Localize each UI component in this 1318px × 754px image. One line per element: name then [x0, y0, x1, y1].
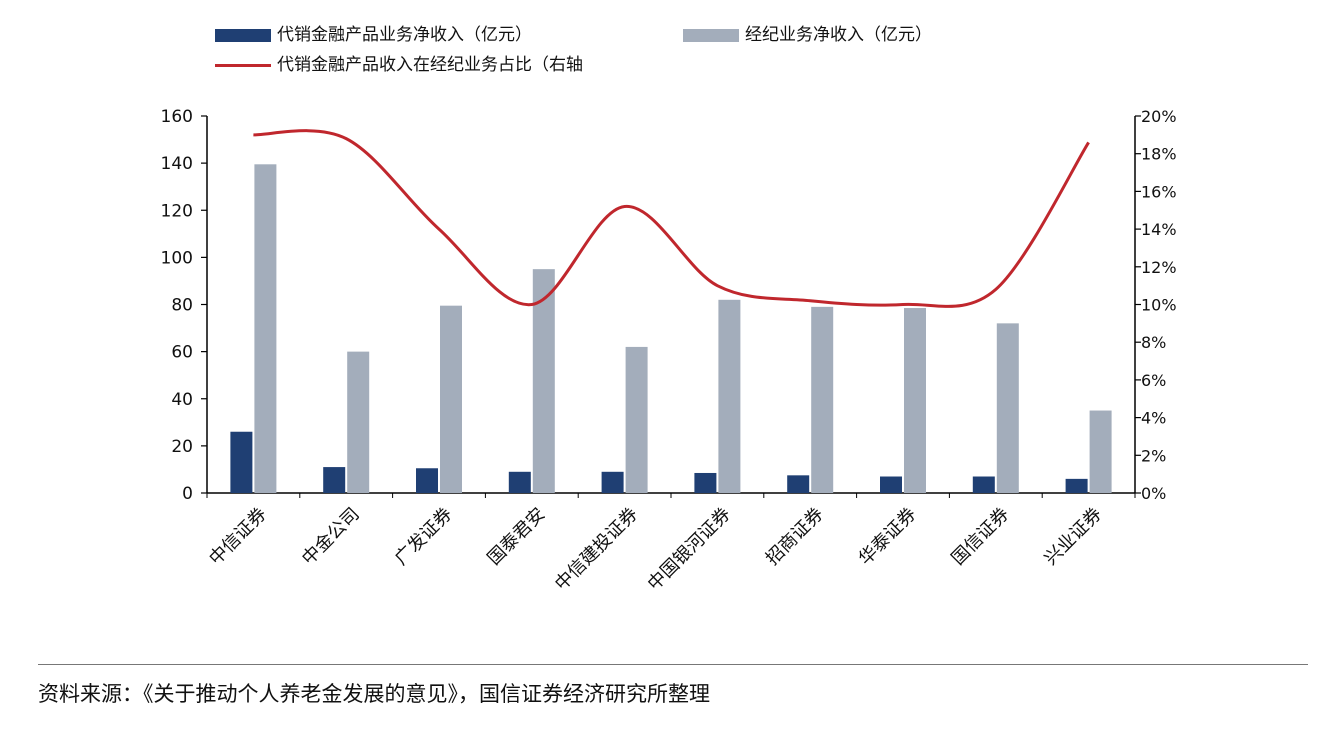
left-tick-label: 40 — [171, 390, 193, 410]
x-tick-label: 国泰君安 — [484, 504, 550, 570]
bar-agency-income — [787, 475, 810, 493]
bar-brokerage-income — [625, 346, 648, 493]
legend-swatch-agency — [215, 28, 271, 42]
bar-agency-income — [1065, 478, 1088, 493]
source-divider — [38, 664, 1308, 665]
right-tick-label: 14% — [1141, 220, 1177, 239]
bar-brokerage-income — [996, 323, 1019, 493]
bar-agency-income — [972, 476, 995, 493]
x-tick-label: 国信证券 — [948, 504, 1014, 570]
x-tick-label: 中信建投证券 — [551, 504, 642, 595]
bar-agency-income — [880, 476, 902, 493]
bar-brokerage-income — [532, 269, 555, 493]
left-tick-label: 20 — [171, 437, 193, 457]
left-tick-label: 0 — [182, 484, 193, 504]
x-tick-label: 中国银河证券 — [644, 504, 735, 595]
right-tick-label: 18% — [1141, 145, 1177, 164]
bar-brokerage-income — [347, 351, 370, 493]
right-tick-label: 20% — [1141, 107, 1177, 126]
left-tick-label: 140 — [161, 154, 193, 174]
legend-item-ratio: 代销金融产品收入在经纪业务占比（右轴 — [215, 52, 583, 78]
right-tick-label: 10% — [1141, 296, 1177, 315]
chart-axes: 0 20 40 60 80 100 120 140 160 0% 2% 4% 6% 8% 10% 12% 14%… — [161, 107, 1177, 504]
legend-swatch-brokerage — [683, 28, 739, 42]
right-tick-label: 6% — [1141, 371, 1166, 390]
legend-item-brokerage: 经纪业务净收入（亿元） — [683, 22, 932, 48]
left-tick-label: 120 — [161, 201, 193, 221]
left-tick-label: 100 — [161, 248, 193, 268]
left-tick-label: 160 — [161, 107, 193, 127]
legend-label-brokerage: 经纪业务净收入（亿元） — [745, 25, 932, 45]
legend-item-agency: 代销金融产品业务净收入（亿元） — [215, 22, 532, 48]
x-axis-labels: 中信证券 中金公司 广发证券 国泰君安 中信建投证券 中国银河证券 招商证券 华泰证券 国信证券… — [205, 504, 1106, 595]
legend-label-ratio: 代销金融产品收入在经纪业务占比（右轴 — [277, 55, 583, 75]
right-tick-label: 12% — [1141, 258, 1177, 277]
legend-label-agency: 代销金融产品业务净收入（亿元） — [277, 25, 532, 45]
chart-bars — [230, 164, 1112, 493]
right-tick-label: 2% — [1141, 446, 1166, 465]
ratio-line — [253, 129, 1090, 308]
right-tick-label: 4% — [1141, 409, 1166, 428]
source-note: 资料来源：《关于推动个人养老金发展的意见》，国信证券经济研究所整理 — [38, 682, 710, 706]
bar-brokerage-income — [904, 308, 926, 493]
bar-brokerage-income — [440, 305, 462, 493]
bar-agency-income — [416, 468, 438, 493]
chart-canvas: 0 20 40 60 80 100 120 140 160 0% 2% 4% 6% 8% 10% 12% 14%… — [161, 107, 1177, 595]
bar-agency-income — [230, 431, 253, 493]
bar-agency-income — [694, 472, 717, 493]
x-tick-label: 华泰证券 — [855, 504, 921, 570]
x-tick-label: 兴业证券 — [1040, 504, 1106, 570]
x-tick-label: 招商证券 — [762, 504, 828, 570]
legend-swatch-ratio — [215, 63, 271, 67]
bar-agency-income — [601, 471, 624, 493]
right-tick-label: 16% — [1141, 182, 1177, 201]
bar-agency-income — [508, 471, 531, 493]
right-tick-label: 8% — [1141, 333, 1166, 352]
bar-brokerage-income — [254, 164, 277, 493]
bar-brokerage-income — [1089, 410, 1112, 493]
x-tick-label: 广发证券 — [391, 504, 457, 570]
x-tick-label: 中金公司 — [298, 504, 364, 570]
bar-brokerage-income — [811, 306, 834, 493]
left-tick-label: 80 — [171, 296, 193, 316]
left-tick-label: 60 — [171, 343, 193, 363]
bar-agency-income — [323, 467, 346, 493]
right-tick-label: 0% — [1141, 484, 1166, 503]
x-tick-label: 中信证券 — [205, 504, 271, 570]
bar-brokerage-income — [718, 299, 741, 493]
